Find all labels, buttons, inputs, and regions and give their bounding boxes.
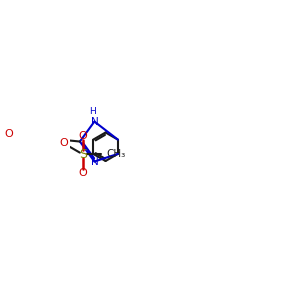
Text: N: N xyxy=(91,117,98,127)
Text: O: O xyxy=(79,168,87,178)
Text: O: O xyxy=(79,131,87,141)
Text: S: S xyxy=(79,148,87,161)
Text: O: O xyxy=(59,138,68,148)
Text: H: H xyxy=(89,107,96,116)
Text: CH₃: CH₃ xyxy=(106,149,126,159)
Text: O: O xyxy=(4,129,13,140)
Text: N: N xyxy=(91,157,98,166)
